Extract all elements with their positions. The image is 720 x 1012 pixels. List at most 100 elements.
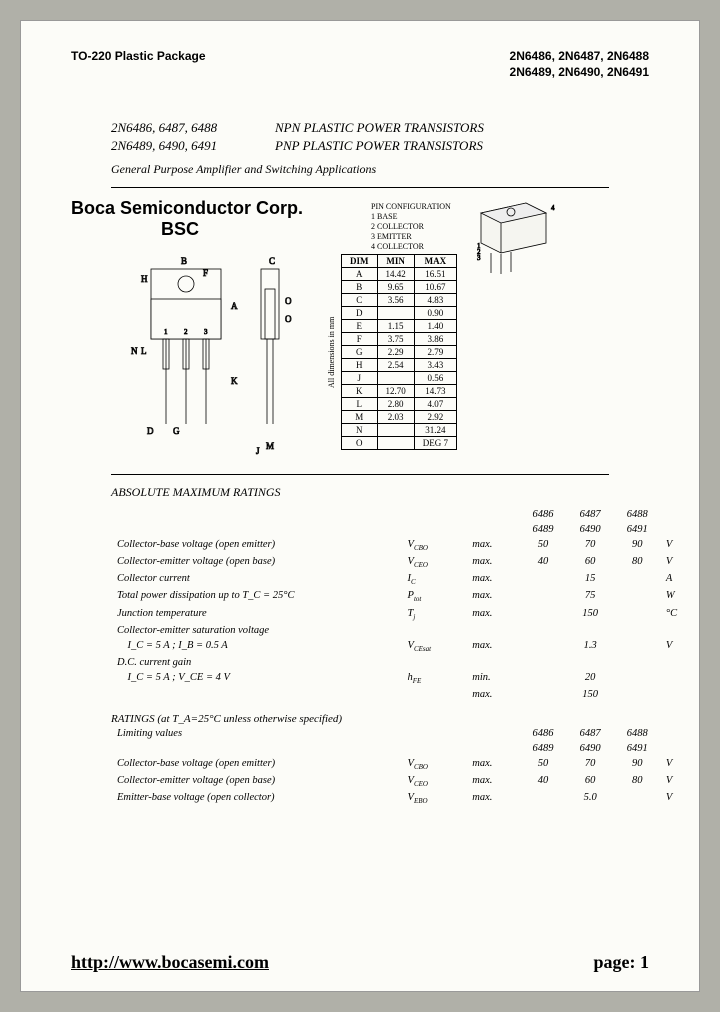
- r2-1-desc: Collector-base voltage (open emitter): [113, 757, 402, 772]
- r5-mm: max.: [468, 607, 518, 622]
- svg-text:H: H: [141, 274, 148, 284]
- dim-cell: 31.24: [414, 424, 456, 437]
- svg-text:M: M: [266, 441, 274, 451]
- divider: [111, 187, 609, 188]
- r1-u: V: [662, 538, 687, 553]
- mechanical-drawing: B F H C A K N L D G M J O O 1 2 3: [111, 254, 311, 464]
- npn-desc: NPN PLASTIC POWER TRANSISTORS: [275, 120, 484, 136]
- dim-row: B9.6510.67: [342, 281, 457, 294]
- hdr-6486: 6486: [520, 508, 565, 521]
- r2-2-desc: Collector-emitter voltage (open base): [113, 774, 402, 789]
- r4-desc: Total power dissipation up to T_C = 25°C: [113, 589, 402, 604]
- r2-2-mm: max.: [468, 774, 518, 789]
- r2-a: 40: [520, 555, 565, 570]
- r2-2-c: 80: [615, 774, 660, 789]
- dim-cell: 3.43: [414, 359, 456, 372]
- r7-sub: FE: [413, 677, 422, 685]
- r2-sub: CEO: [414, 561, 428, 569]
- dim-row: H2.543.43: [342, 359, 457, 372]
- svg-text:F: F: [203, 268, 208, 278]
- dim-cell: 3.56: [377, 294, 414, 307]
- min-head: MIN: [377, 255, 414, 268]
- r4-mm: max.: [468, 589, 518, 604]
- dimension-table: DIM MIN MAX A14.4216.51B9.6510.67C3.564.…: [341, 254, 457, 450]
- dim-cell: 3.86: [414, 333, 456, 346]
- pin-1: 1 BASE: [371, 212, 451, 222]
- hdr-6490: 6490: [568, 523, 613, 536]
- dim-row: L2.804.07: [342, 398, 457, 411]
- dim-cell: F: [342, 333, 378, 346]
- dim-cell: 2.03: [377, 411, 414, 424]
- r2-1-b: 70: [568, 757, 613, 772]
- svg-text:2: 2: [184, 328, 188, 336]
- dim-cell: [377, 424, 414, 437]
- r4-sub: tot: [414, 596, 421, 604]
- dim-cell: [377, 437, 414, 450]
- svg-text:G: G: [173, 426, 180, 436]
- package-type: TO-220 Plastic Package: [71, 49, 206, 80]
- dim-cell: D: [342, 307, 378, 320]
- r3-mm: max.: [468, 572, 518, 587]
- dim-cell: E: [342, 320, 378, 333]
- hdr2-6488: 6488: [615, 727, 660, 740]
- svg-text:O: O: [285, 296, 292, 306]
- r2-desc: Collector-emitter voltage (open base): [113, 555, 402, 570]
- r2-u: V: [662, 555, 687, 570]
- package-3d-icon: 1 2 3 4: [451, 198, 571, 278]
- dim-row: D 0.90: [342, 307, 457, 320]
- ratings-table: 6486 6487 6488 6489 6490 6491 Collector-…: [111, 506, 689, 703]
- r3-sub: C: [411, 578, 416, 586]
- hdr2-6491: 6491: [615, 742, 660, 755]
- company-name: Boca Semiconductor Corp.: [71, 198, 303, 219]
- dim-cell: L: [342, 398, 378, 411]
- r7b-desc: I_C = 5 A ; V_CE = 4 V: [113, 671, 402, 686]
- svg-text:C: C: [269, 256, 275, 266]
- limiting-label: Limiting values: [113, 727, 402, 740]
- r1-sub: CBO: [414, 544, 428, 552]
- hdr2-6490: 6490: [568, 742, 613, 755]
- part-numbers: 2N6486, 2N6487, 2N6488 2N6489, 2N6490, 2…: [510, 49, 649, 80]
- dim-cell: 0.56: [414, 372, 456, 385]
- dim-head: DIM: [342, 255, 378, 268]
- footer: http://www.bocasemi.com page: 1: [71, 952, 649, 973]
- pinconfig-head: PIN CONFIGURATION: [371, 202, 451, 212]
- dim-cell: J: [342, 372, 378, 385]
- r5-u: °C: [662, 607, 687, 622]
- diagram-row: B F H C A K N L D G M J O O 1 2 3 All di…: [111, 254, 649, 464]
- dim-row: N31.24: [342, 424, 457, 437]
- max-head: MAX: [414, 255, 456, 268]
- r7c-mm: max.: [468, 688, 518, 701]
- hdr-6491: 6491: [615, 523, 660, 536]
- r2-1-a: 50: [520, 757, 565, 772]
- r2-3-desc: Emitter-base voltage (open collector): [113, 791, 402, 806]
- parts-row-1: 2N6486, 2N6487, 2N6488: [510, 49, 649, 65]
- r3-b: 15: [568, 572, 613, 587]
- r1-c: 90: [615, 538, 660, 553]
- dim-units-label: All dimensions in mm: [327, 254, 336, 450]
- header: TO-220 Plastic Package 2N6486, 2N6487, 2…: [71, 49, 649, 80]
- r5-sub: j: [413, 613, 415, 621]
- r1-b: 70: [568, 538, 613, 553]
- svg-text:J: J: [256, 446, 260, 456]
- r2-3-b: 5.0: [568, 791, 613, 806]
- dim-cell: 4.07: [414, 398, 456, 411]
- r6b-desc: I_C = 5 A ; I_B = 0.5 A: [113, 639, 402, 654]
- dim-cell: 0.90: [414, 307, 456, 320]
- dim-cell: A: [342, 268, 378, 281]
- r6-desc: Collector-emitter saturation voltage: [113, 624, 402, 637]
- r1-mm: max.: [468, 538, 518, 553]
- dim-cell: G: [342, 346, 378, 359]
- r6-sub: CEsat: [414, 645, 431, 653]
- dim-row: E1.151.40: [342, 320, 457, 333]
- r2-1-u: V: [662, 757, 687, 772]
- dimension-table-wrap: All dimensions in mm DIM MIN MAX A14.421…: [341, 254, 457, 450]
- footer-url[interactable]: http://www.bocasemi.com: [71, 952, 269, 973]
- svg-text:O: O: [285, 314, 292, 324]
- dim-row: ODEG 7: [342, 437, 457, 450]
- svg-text:1: 1: [164, 328, 168, 336]
- r2-1-mm: max.: [468, 757, 518, 772]
- r2-3-mm: max.: [468, 791, 518, 806]
- r7-b: 20: [568, 671, 613, 686]
- dim-cell: O: [342, 437, 378, 450]
- r6-b: 1.3: [568, 639, 613, 654]
